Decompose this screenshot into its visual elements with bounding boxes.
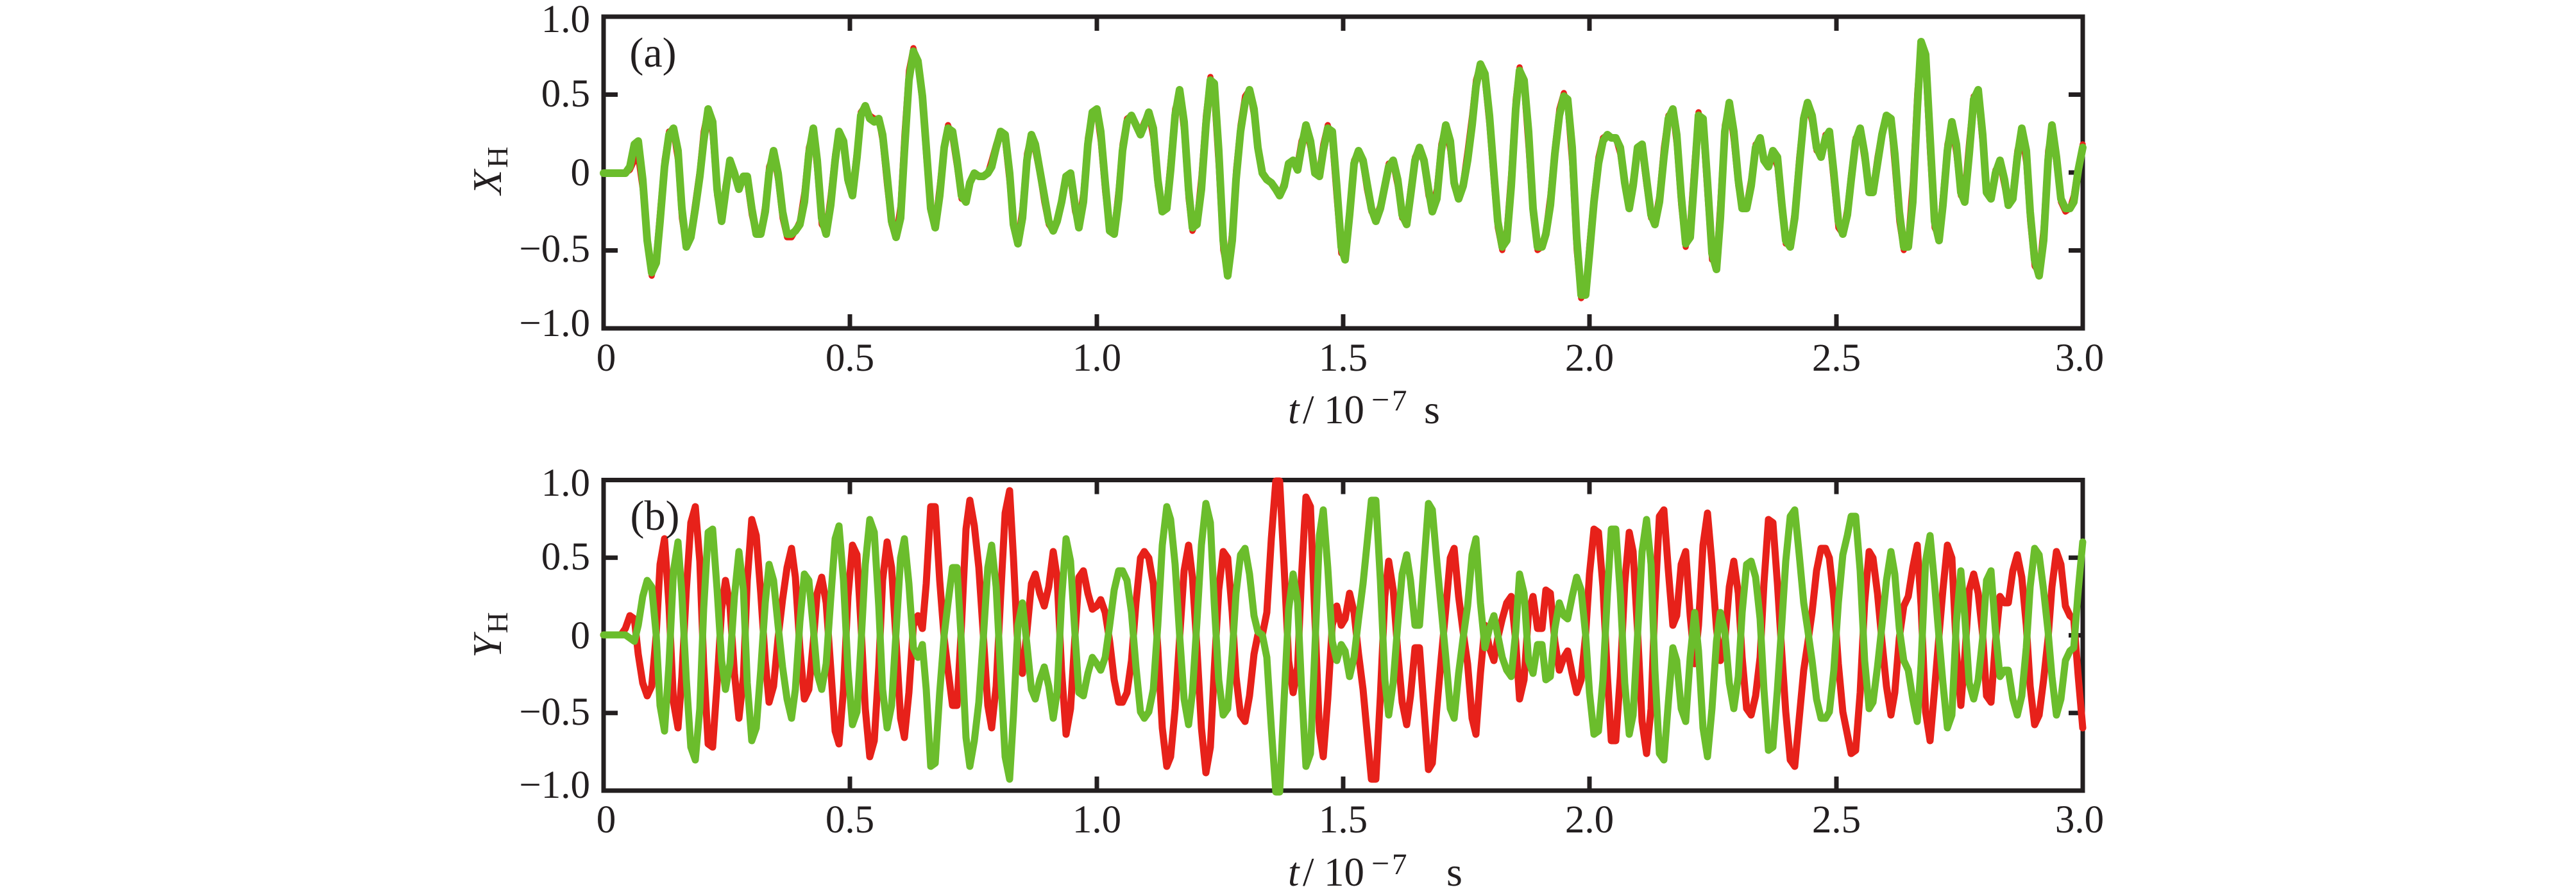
svg-text:7: 7: [1392, 384, 1407, 417]
svg-text:−0.5: −0.5: [519, 691, 590, 734]
svg-text:(b): (b): [631, 493, 680, 539]
svg-text:−1.0: −1.0: [519, 764, 590, 807]
svg-text:/: /: [1303, 850, 1314, 894]
svg-text:XH: XH: [465, 147, 514, 197]
svg-text:−0.5: −0.5: [519, 228, 590, 271]
svg-text:0.5: 0.5: [541, 536, 590, 578]
svg-text:0: 0: [571, 614, 591, 657]
svg-text:(a): (a): [629, 30, 676, 76]
svg-text:0: 0: [597, 798, 616, 841]
svg-text:s: s: [1424, 387, 1440, 432]
svg-text:0.5: 0.5: [541, 72, 590, 115]
svg-text:0.5: 0.5: [826, 798, 874, 841]
svg-text:t: t: [1288, 850, 1300, 894]
svg-text:7: 7: [1392, 848, 1407, 881]
svg-text:t: t: [1288, 387, 1300, 432]
svg-text:1.0: 1.0: [1072, 798, 1121, 841]
svg-text:2.5: 2.5: [1812, 337, 1861, 380]
svg-text:−1.0: −1.0: [519, 302, 590, 345]
svg-text:1.5: 1.5: [1319, 337, 1368, 380]
svg-text:/: /: [1303, 387, 1314, 432]
svg-text:2.0: 2.0: [1565, 798, 1614, 841]
svg-text:1.0: 1.0: [541, 462, 590, 505]
svg-text:1.5: 1.5: [1319, 798, 1368, 841]
svg-text:10: 10: [1324, 387, 1364, 432]
svg-text:0: 0: [597, 337, 616, 380]
svg-text:10: 10: [1324, 850, 1364, 894]
svg-text:3.0: 3.0: [2055, 337, 2104, 380]
svg-text:1.0: 1.0: [541, 0, 590, 41]
svg-text:3.0: 3.0: [2055, 798, 2104, 841]
svg-text:0.5: 0.5: [826, 337, 874, 380]
svg-text:s: s: [1446, 849, 1462, 894]
svg-text:0: 0: [571, 151, 591, 194]
svg-text:YH: YH: [465, 612, 514, 657]
svg-text:−: −: [1371, 382, 1389, 417]
svg-text:−: −: [1371, 845, 1389, 881]
svg-text:2.0: 2.0: [1565, 337, 1614, 380]
svg-text:1.0: 1.0: [1072, 337, 1121, 380]
svg-text:2.5: 2.5: [1812, 798, 1861, 841]
